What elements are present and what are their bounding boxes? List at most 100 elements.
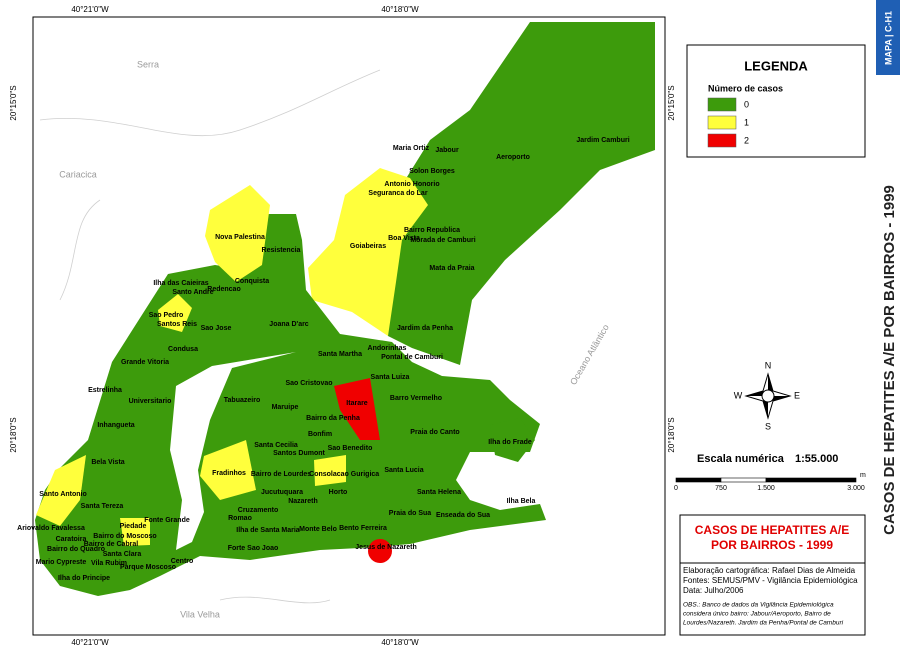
neighborhood-label: Andorinhas (368, 345, 407, 352)
map-title: POR BAIRROS - 1999 (711, 538, 833, 552)
neighborhood-label: Maria Ortiz (393, 145, 430, 152)
place-label: Serra (137, 59, 159, 69)
scale-unit: m (860, 472, 866, 479)
neighborhood-label: Jucutuquara (261, 489, 303, 496)
coord-label: 40°18'0"W (381, 638, 419, 647)
compass-letter: N (765, 360, 772, 370)
neighborhood-label: Bonfim (308, 431, 332, 438)
sao-pedro (158, 294, 192, 332)
neighborhood-label: Santa Martha (318, 351, 362, 358)
neighborhood-label: Bairro do Moscoso (93, 533, 156, 540)
compass-center (761, 389, 775, 403)
neighborhood-label: Bairro de Cabral (84, 541, 139, 548)
neighborhood-label: Santa Clara (103, 551, 142, 558)
coord-label: 20°18'0"S (667, 417, 676, 452)
neighborhood-label: Jesus de Nazareth (355, 544, 416, 551)
legend-subtitle: Número de casos (708, 83, 783, 93)
neighborhood-label: Santo Andre (172, 289, 213, 296)
neighborhood-label: Bairro da Penha (306, 415, 360, 422)
legend-swatch (707, 97, 737, 112)
jesus-de-nazareth (368, 539, 392, 563)
neighborhood-label: Santos Dumont (273, 450, 325, 457)
neighborhood-label: Nazareth (288, 498, 318, 505)
neighborhood-label: Condusa (168, 346, 198, 353)
scale-segment (765, 477, 857, 483)
neighborhood-label: Bairro do Quadro (47, 546, 105, 553)
neighborhood-label: Ilha do Frade (488, 439, 532, 446)
legend-title: LEGENDA (744, 58, 808, 73)
scale-ratio: 1:55.000 (795, 453, 838, 465)
map-tab-text: MAPA | C-H1 (883, 11, 893, 65)
neighborhood-label: Antonio Honorio (384, 181, 439, 188)
scale-tick: 750 (715, 485, 727, 492)
neighborhood-label: Bela Vista (91, 459, 124, 466)
note-line: Lourdes/Nazareth. Jardim da Penha/Pontal… (683, 620, 844, 627)
coord-label: 20°18'0"S (9, 417, 18, 452)
neighborhood-label: Sao Benedito (328, 445, 373, 452)
map-title: CASOS DE HEPATITES A/E (695, 523, 849, 537)
neighborhood-label: Bairro Republica (404, 227, 460, 234)
scale-segment (675, 477, 722, 483)
neighborhood-label: Ilha do Principe (58, 575, 110, 582)
neighborhood-label: Barro Vermelho (390, 395, 442, 402)
neighborhood-label: Resistencia (262, 247, 301, 254)
neighborhood-label: Piedade (120, 523, 147, 530)
neighborhood-label: Praia do Canto (410, 429, 459, 436)
neighborhood-label: Horto (329, 489, 348, 496)
neighborhood-label: Itarare (346, 400, 368, 407)
place-label: Cariacica (59, 169, 97, 179)
legend-label: 0 (744, 99, 749, 109)
coord-label: 40°18'0"W (381, 5, 419, 14)
scale-tick: 3.000 (847, 485, 865, 492)
scale-tick: 0 (674, 485, 678, 492)
neighborhood-label: Ilha das Caieiras (153, 280, 208, 287)
neighborhood-label: Bairro de Lourdes (251, 471, 311, 478)
neighborhood-label: Mata da Praia (429, 265, 474, 272)
note-line: OBS.: Banco de dados da Vigilância Epide… (683, 602, 834, 609)
neighborhood-label: Centro (171, 558, 194, 565)
neighborhood-label: Cruzamento (238, 507, 278, 514)
neighborhood-label: Pontal de Camburi (381, 354, 443, 361)
neighborhood-label: Monte Belo (299, 526, 337, 533)
neighborhood-label: Grande Vitoria (121, 359, 169, 366)
neighborhood-label: Goiabeiras (350, 243, 386, 250)
neighborhood-label: Inhangueta (97, 422, 134, 429)
neighborhood-label: Santos Reis (157, 321, 197, 328)
place-label: Vila Velha (180, 609, 220, 619)
compass-star-fill (746, 374, 790, 418)
neighborhood-label: Aeroporto (496, 154, 530, 161)
neighborhood-label: Joana D'arc (269, 321, 309, 328)
santo-antonio (36, 455, 86, 526)
neighborhood-label: Consolacao (309, 471, 349, 478)
credit-line: Elaboração cartográfica: Rafael Dias de … (683, 566, 856, 575)
neighborhood-label: Universitario (129, 398, 172, 405)
piedade (120, 518, 150, 546)
neighborhood-label: Fonte Grande (144, 517, 190, 524)
neighborhood-label: Ilha de Santa Maria (236, 527, 300, 534)
extras: 40°21'0"W 40°18'0"W 40°21'0"W 40°18'0"W 20°1… (9, 5, 866, 647)
land (35, 22, 655, 596)
neighborhood-label: Sao Cristovao (285, 380, 332, 387)
nova-palestina (205, 185, 270, 282)
neighborhood-label: Solon Borges (409, 168, 455, 175)
title-box (679, 514, 866, 564)
neighborhood-label: Enseada do Sua (436, 512, 490, 519)
compass-letter: W (734, 390, 743, 400)
coord-label: 20°15'0"S (667, 85, 676, 120)
credit-line: Fontes: SEMUS/PMV - Vigilância Epidemiol… (683, 576, 858, 585)
ilha-do-frade (490, 418, 535, 462)
neighborhood-label: Ilha Bela (507, 498, 536, 505)
neighborhood-label: Gurigica (351, 471, 380, 478)
neighborhood-label: Parque Moscoso (120, 564, 176, 571)
neighborhood-label: Redencao (207, 286, 240, 293)
neighborhood-label: Santa Lucia (384, 467, 423, 474)
credits-box (679, 562, 866, 636)
neighborhood-label: Santo Antonio (39, 491, 87, 498)
fradinhos (200, 440, 256, 500)
legend-label: 2 (744, 135, 749, 145)
neighborhood-label: Praia do Sua (389, 510, 432, 517)
side-title: CASOS DE HEPATITES A/E POR BAIRROS - 199… (881, 185, 898, 535)
rivers (39, 69, 381, 604)
